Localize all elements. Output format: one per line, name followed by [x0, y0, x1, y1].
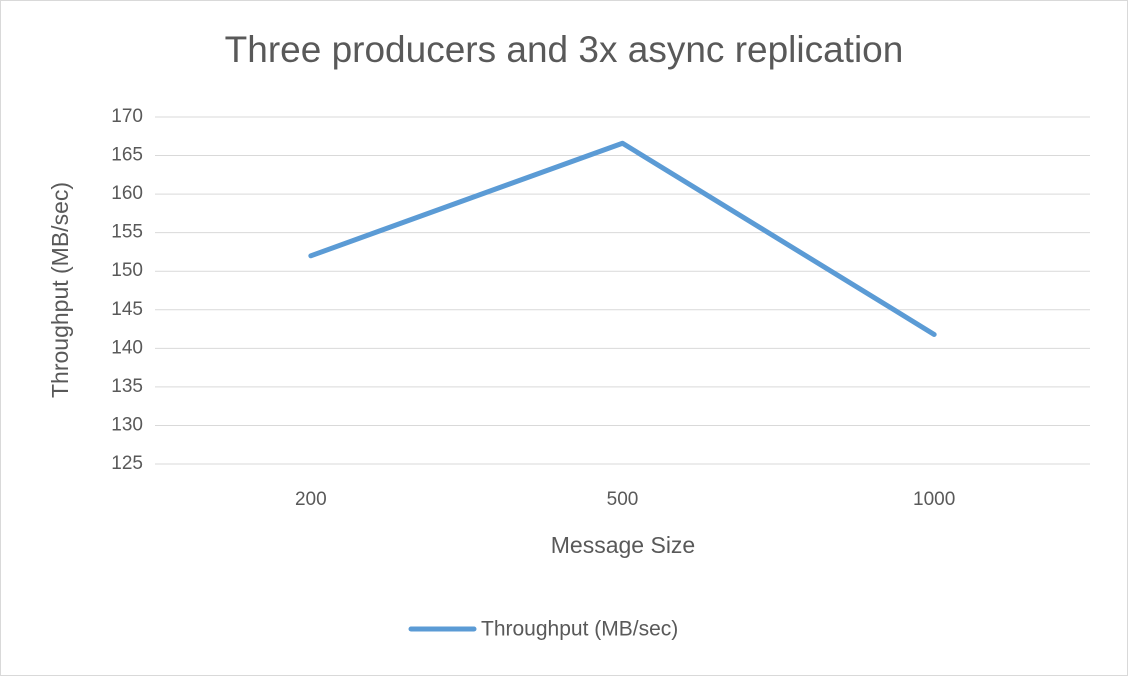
- y-axis-label: Throughput (MB/sec): [47, 182, 73, 398]
- y-tick-label: 125: [111, 453, 143, 474]
- x-tick-label: 1000: [913, 489, 955, 510]
- x-tick-label: 500: [607, 489, 639, 510]
- y-tick-label: 170: [111, 106, 143, 127]
- y-tick-label: 150: [111, 260, 143, 281]
- legend-label: Throughput (MB/sec): [481, 618, 678, 641]
- x-axis-label: Message Size: [551, 532, 695, 558]
- chart-title: Three producers and 3x async replication: [225, 29, 904, 70]
- y-tick-label: 145: [111, 299, 143, 320]
- y-tick-label: 140: [111, 337, 143, 358]
- y-tick-label: 160: [111, 183, 143, 204]
- y-tick-label: 165: [111, 145, 143, 166]
- y-tick-label: 130: [111, 414, 143, 435]
- x-tick-label: 200: [295, 489, 327, 510]
- data-line: [308, 140, 937, 337]
- y-tick-label: 155: [111, 222, 143, 243]
- y-tick-label: 135: [111, 376, 143, 397]
